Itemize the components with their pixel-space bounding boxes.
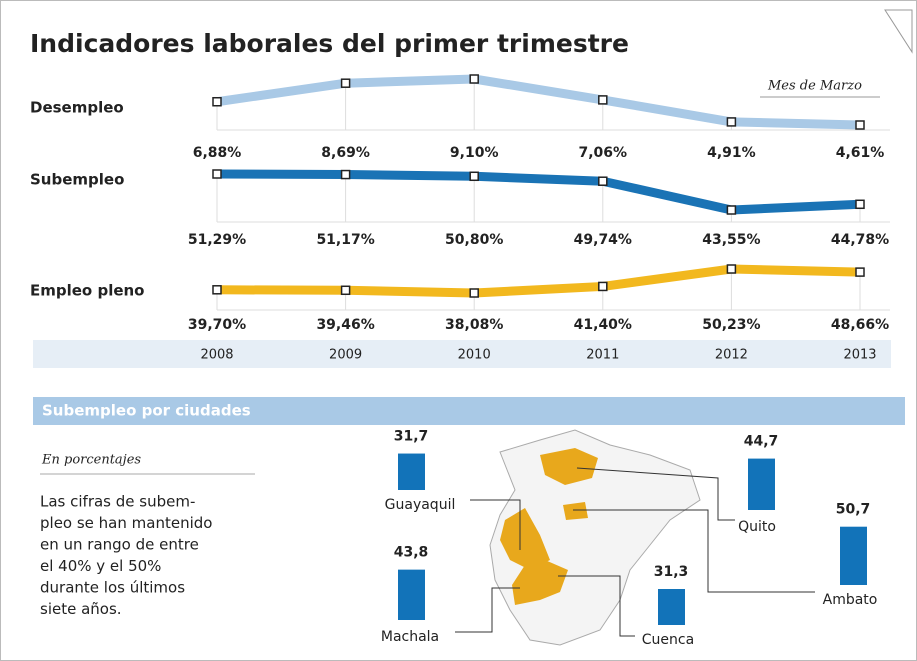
province: [563, 502, 588, 520]
year-band: [33, 340, 891, 368]
series-line: [216, 169, 861, 215]
marker: [598, 281, 608, 292]
marker: [340, 78, 351, 88]
marker: [726, 205, 737, 215]
city-label: Guayaquil: [385, 497, 456, 513]
province: [512, 560, 568, 605]
value-label: 4,91%: [707, 145, 756, 161]
value-label: 49,74%: [574, 232, 632, 248]
series-label: Desempleo: [30, 99, 124, 117]
value-label: 50,80%: [445, 232, 503, 248]
note-line: pleo se han mantenido: [40, 514, 212, 532]
bar: [658, 589, 685, 625]
value-label: 43,8: [394, 545, 429, 561]
value-label: 44,78%: [831, 232, 889, 248]
value-label: 48,66%: [831, 317, 889, 333]
series-line: [216, 264, 861, 298]
marker: [855, 120, 865, 130]
marker: [212, 285, 222, 295]
bar: [398, 569, 425, 620]
value-label: 7,06%: [579, 145, 628, 161]
x-tick-label: 2009: [329, 348, 362, 363]
marker: [726, 117, 737, 127]
series-label: Subempleo: [30, 171, 124, 189]
section-header: [33, 397, 905, 425]
city-label: Quito: [738, 519, 776, 535]
marker: [212, 96, 222, 107]
note-line: siete años.: [40, 600, 122, 618]
marker: [855, 199, 865, 210]
value-label: 43,55%: [702, 232, 760, 248]
value-label: 50,23%: [702, 317, 760, 333]
value-label: 8,69%: [321, 145, 370, 161]
note-line: durante los últimos: [40, 579, 185, 597]
value-label: 31,7: [394, 429, 429, 445]
city-label: Machala: [381, 629, 439, 645]
marker: [340, 285, 351, 296]
series-label: Empleo pleno: [30, 282, 145, 300]
map: [455, 429, 815, 646]
value-label: 44,7: [744, 434, 779, 450]
marker: [469, 288, 479, 298]
value-label: 41,40%: [574, 317, 632, 333]
note-line: Las cifras de subem-: [40, 493, 195, 511]
title: Indicadores laborales del primer trimest…: [30, 29, 629, 58]
province: [540, 448, 598, 485]
value-label: 31,3: [654, 564, 689, 580]
value-label: 4,61%: [836, 145, 885, 161]
value-label: 51,17%: [316, 232, 374, 248]
marker: [598, 95, 608, 105]
note-line: el 40% y el 50%: [40, 557, 161, 575]
value-label: 6,88%: [193, 145, 242, 161]
bar: [398, 453, 425, 490]
marker: [598, 176, 608, 186]
folded-corner: [884, 9, 913, 54]
bar: [748, 458, 775, 510]
x-tick-label: 2008: [200, 348, 233, 363]
section-title: Subempleo por ciudades: [42, 402, 251, 420]
marker: [340, 169, 351, 180]
value-label: 38,08%: [445, 317, 503, 333]
note-line: en un rango de entre: [40, 536, 199, 554]
x-tick-label: 2011: [586, 348, 619, 363]
x-tick-label: 2013: [843, 348, 876, 363]
value-label: 51,29%: [188, 232, 246, 248]
marker: [855, 267, 865, 277]
subtitle: Mes de Marzo: [767, 79, 862, 94]
value-label: 50,7: [836, 502, 871, 518]
marker: [726, 264, 737, 274]
x-tick-label: 2012: [715, 348, 748, 363]
series-line: [216, 74, 861, 130]
bar-subtitle: En porcentajes: [41, 453, 141, 468]
city-label: Ambato: [823, 592, 878, 608]
value-label: 9,10%: [450, 145, 499, 161]
value-label: 39,70%: [188, 317, 246, 333]
marker: [469, 74, 479, 84]
value-label: 39,46%: [316, 317, 374, 333]
marker: [212, 169, 222, 179]
city-label: Cuenca: [642, 632, 694, 648]
x-tick-label: 2010: [458, 348, 491, 363]
bar: [840, 526, 867, 585]
marker: [469, 171, 479, 182]
province: [500, 508, 550, 570]
